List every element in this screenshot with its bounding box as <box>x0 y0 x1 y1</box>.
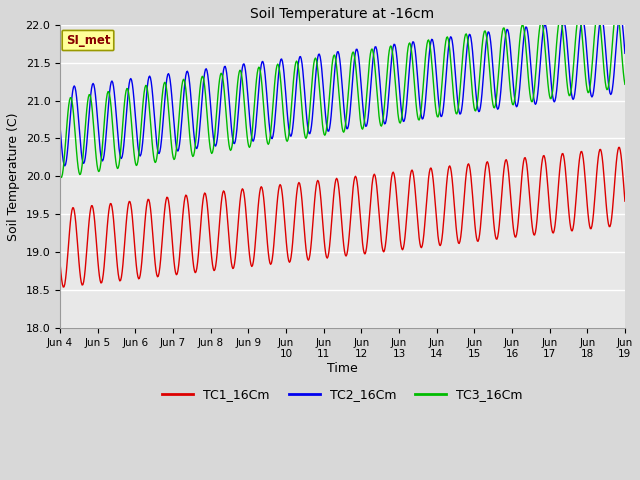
TC1_16Cm <box>212 257 220 263</box>
TC2_16Cm <box>621 50 628 56</box>
TC1_16Cm <box>621 198 628 204</box>
TC3_16Cm <box>56 172 64 178</box>
Line: TC3_16Cm: TC3_16Cm <box>60 10 625 178</box>
TC3_16Cm <box>183 94 191 100</box>
Line: TC1_16Cm: TC1_16Cm <box>60 147 625 287</box>
TC3_16Cm <box>612 7 620 13</box>
TC2_16Cm <box>616 12 624 17</box>
TC1_16Cm <box>60 284 67 290</box>
TC2_16Cm <box>429 37 436 43</box>
X-axis label: Time: Time <box>327 362 358 375</box>
TC2_16Cm <box>412 55 420 60</box>
TC3_16Cm <box>57 175 65 180</box>
TC1_16Cm <box>183 193 191 199</box>
TC2_16Cm <box>61 163 68 169</box>
TC3_16Cm <box>212 112 220 118</box>
Text: SI_met: SI_met <box>66 34 110 47</box>
TC3_16Cm <box>429 68 436 74</box>
TC1_16Cm <box>616 144 623 150</box>
TC2_16Cm <box>125 81 133 86</box>
Legend: TC1_16Cm, TC2_16Cm, TC3_16Cm: TC1_16Cm, TC2_16Cm, TC3_16Cm <box>157 384 528 407</box>
TC3_16Cm <box>621 82 628 87</box>
TC3_16Cm <box>67 95 75 101</box>
TC2_16Cm <box>212 141 220 147</box>
TC2_16Cm <box>56 124 64 130</box>
Y-axis label: Soil Temperature (C): Soil Temperature (C) <box>7 112 20 240</box>
Line: TC2_16Cm: TC2_16Cm <box>60 14 625 166</box>
Title: Soil Temperature at -16cm: Soil Temperature at -16cm <box>250 7 435 21</box>
TC1_16Cm <box>67 213 75 218</box>
TC1_16Cm <box>412 197 420 203</box>
TC1_16Cm <box>125 199 133 204</box>
TC2_16Cm <box>183 69 191 75</box>
TC1_16Cm <box>56 261 64 266</box>
TC3_16Cm <box>412 100 420 106</box>
TC2_16Cm <box>67 103 75 108</box>
TC3_16Cm <box>125 95 133 100</box>
TC1_16Cm <box>429 171 436 177</box>
